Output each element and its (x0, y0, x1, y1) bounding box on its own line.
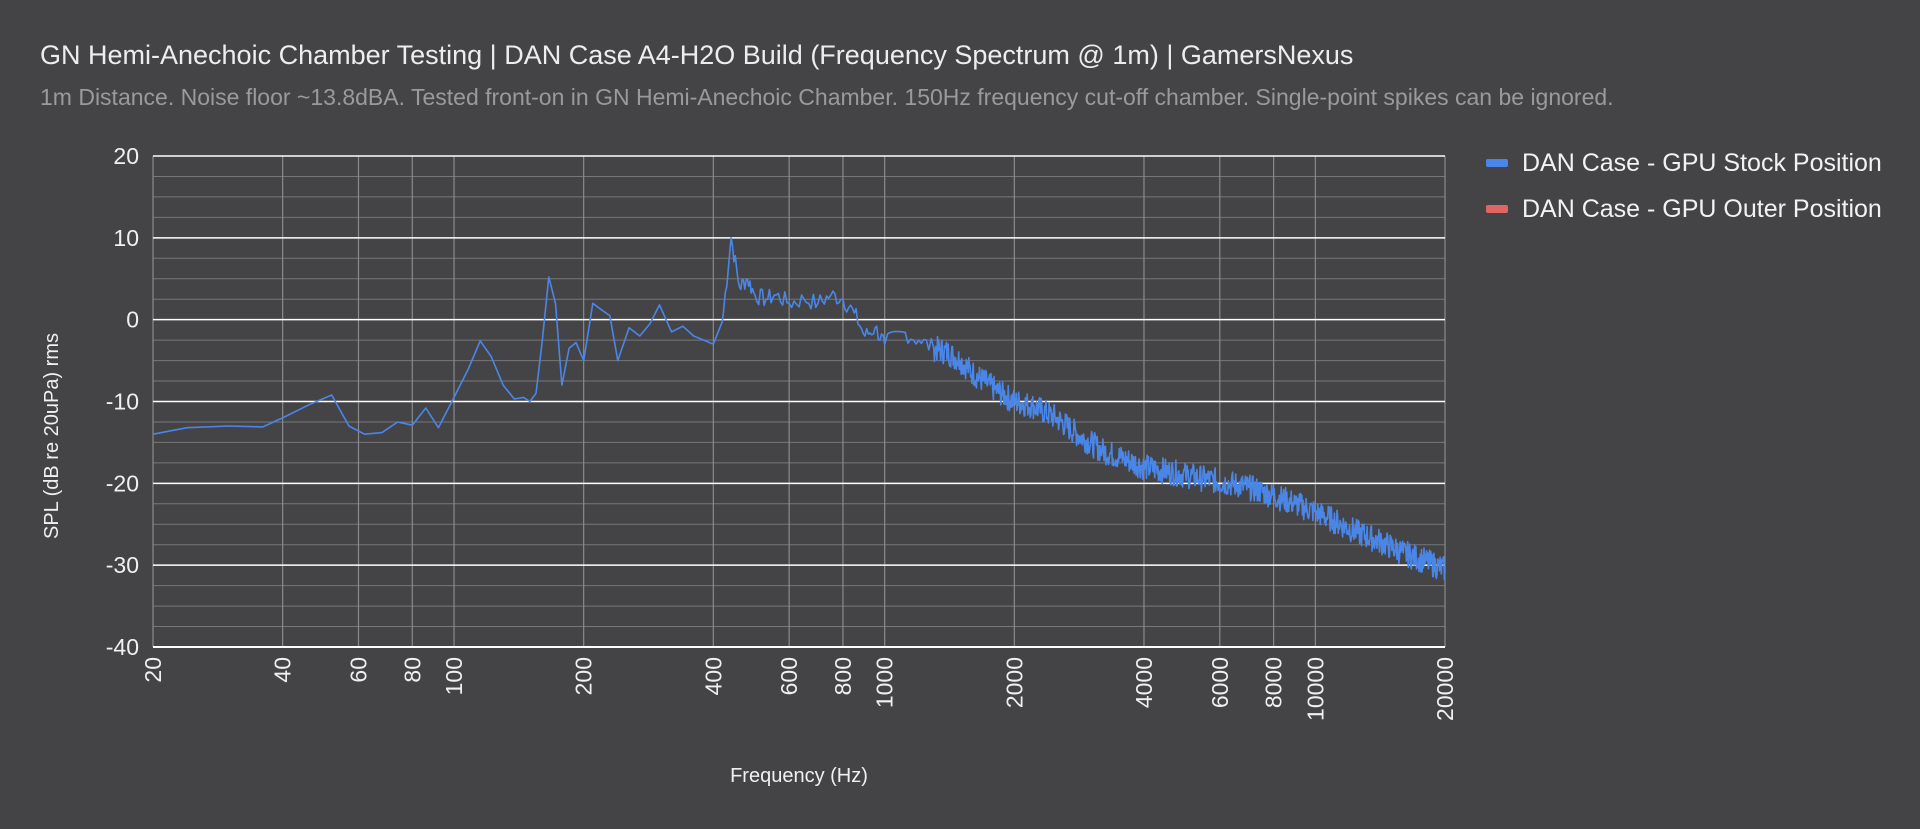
x-tick-label: 60 (345, 657, 371, 683)
x-tick-labels: 20 40 60 80 100 200 400 600 800 1000 2000 4000 6000 8… (140, 657, 1458, 721)
series-layer (152, 237, 1446, 581)
x-tick-label: 2000 (1001, 657, 1027, 708)
chart-title: GN Hemi-Anechoic Chamber Testing | DAN C… (40, 40, 1354, 70)
legend-swatch-stock (1486, 159, 1508, 167)
x-tick-label: 8000 (1261, 657, 1287, 708)
x-axis-label: Frequency (Hz) (730, 765, 868, 787)
y-tick-label: 10 (113, 225, 139, 251)
major-grid (153, 155, 1445, 648)
y-tick-label: -40 (106, 634, 139, 660)
x-tick-label: 4000 (1131, 657, 1157, 708)
x-tick-label: 40 (270, 657, 296, 683)
x-tick-label: 20 (140, 657, 166, 683)
x-tick-label: 80 (399, 657, 425, 683)
x-tick-label: 10000 (1302, 657, 1328, 721)
legend-label-stock: DAN Case - GPU Stock Position (1522, 148, 1882, 177)
x-tick-label: 100 (441, 657, 467, 695)
x-tick-label: 400 (700, 657, 726, 695)
legend-swatch-outer (1486, 205, 1508, 213)
legend-item-stock[interactable]: DAN Case - GPU Stock Position (1486, 140, 1882, 186)
legend-label-outer: DAN Case - GPU Outer Position (1522, 194, 1882, 223)
y-tick-label: 20 (113, 143, 139, 169)
legend: DAN Case - GPU Stock Position DAN Case -… (1486, 140, 1882, 232)
legend-item-outer[interactable]: DAN Case - GPU Outer Position (1486, 186, 1882, 232)
x-tick-label: 600 (776, 657, 802, 695)
y-tick-labels: -40 -30 -20 -10 0 10 20 (106, 143, 139, 660)
x-tick-label: 200 (571, 657, 597, 695)
x-tick-label: 20000 (1432, 657, 1458, 721)
y-tick-label: -20 (106, 470, 139, 496)
x-tick-label: 1000 (872, 657, 898, 708)
x-tick-label: 800 (830, 657, 856, 695)
series-line-0 (152, 237, 1446, 581)
y-tick-label: 0 (126, 307, 139, 333)
y-axis-label: SPL (dB re 20uPa) rms (41, 333, 63, 539)
chart-subtitle: 1m Distance. Noise floor ~13.8dBA. Teste… (40, 84, 1614, 110)
x-tick-label: 6000 (1207, 657, 1233, 708)
y-tick-label: -30 (106, 552, 139, 578)
y-tick-label: -10 (106, 389, 139, 415)
